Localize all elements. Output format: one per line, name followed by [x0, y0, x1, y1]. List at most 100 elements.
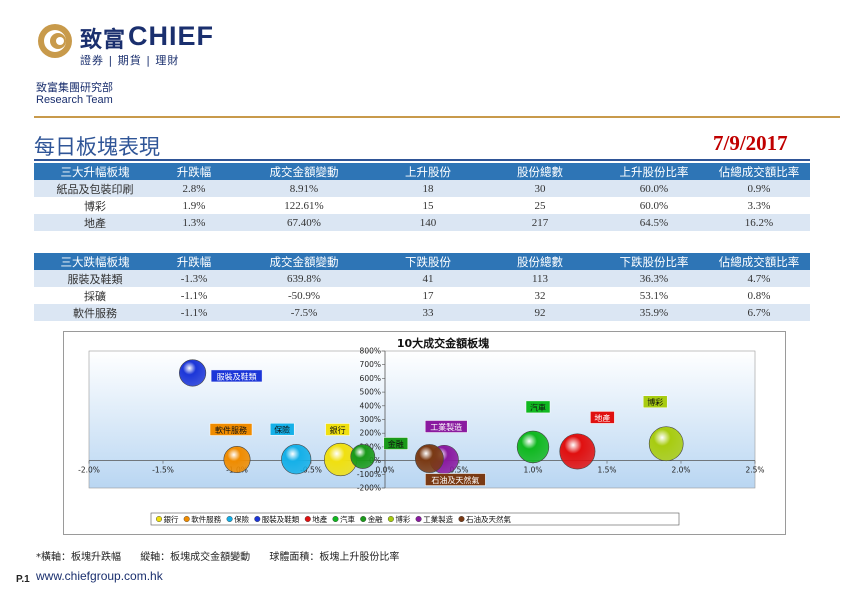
- falling-count-cell: 41: [376, 270, 480, 287]
- falling-count-cell: 33: [376, 304, 480, 321]
- y-tick-label: 200%: [360, 429, 381, 438]
- bubble-保險: [281, 444, 312, 475]
- turnover-change-cell: 67.40%: [232, 214, 376, 231]
- legend-marker: [304, 515, 311, 522]
- footnote-y-axis: 縱軸：板塊成交金額變動: [140, 552, 251, 563]
- data-label: 金融: [388, 439, 404, 449]
- turnover-share-cell: 0.9%: [708, 180, 810, 197]
- brand-name-en: CHIEF: [128, 21, 214, 51]
- data-label-box: [269, 422, 295, 436]
- header-cell: 下跌股份比率: [600, 253, 708, 270]
- brand-name-cn: 致富: [80, 28, 127, 53]
- falling-ratio-cell: 36.3%: [600, 270, 708, 287]
- data-label-box: [383, 437, 409, 450]
- legend-marker: [183, 515, 190, 522]
- data-label: 軟件服務: [215, 425, 247, 435]
- turnover-share-cell: 6.7%: [708, 304, 810, 321]
- department-en: Research Team: [36, 94, 113, 106]
- table-row: 軟件服務 -1.1% -7.5% 33 92 35.9% 6.7%: [34, 304, 810, 321]
- y-tick-label: 600%: [360, 374, 381, 383]
- data-label-box: [424, 420, 468, 433]
- header-cell: 升跌幅: [156, 163, 232, 180]
- y-tick-label: 400%: [360, 401, 381, 410]
- chart-title: 10大成交金額板塊: [397, 336, 489, 350]
- legend-marker: [458, 515, 465, 522]
- falling-ratio-cell: 35.9%: [600, 304, 708, 321]
- x-tick-label: 2.5%: [745, 466, 764, 475]
- data-label: 地產: [594, 413, 610, 423]
- header-cell: 上升股份: [376, 163, 480, 180]
- header-cell: 股份總數: [480, 253, 600, 270]
- data-label: 博彩: [647, 397, 663, 407]
- data-label: 銀行: [330, 425, 346, 435]
- data-label-box: [209, 423, 253, 436]
- x-tick-label: 1.5%: [597, 466, 616, 475]
- data-label: 石油及天然氣: [431, 475, 479, 485]
- turnover-share-cell: 3.3%: [708, 197, 810, 214]
- legend-label: 保險: [234, 514, 249, 524]
- rising-ratio-cell: 64.5%: [600, 214, 708, 231]
- change-cell: -1.1%: [156, 287, 232, 304]
- data-label: 保險: [274, 425, 290, 435]
- header-cell: 佔總成交額比率: [708, 253, 810, 270]
- legend-label: 石油及天然氣: [466, 514, 511, 524]
- total-count-cell: 32: [480, 287, 600, 304]
- y-tick-label: -100%: [357, 470, 381, 479]
- table-row: 紙品及包裝印刷 2.8% 8.91% 18 30 60.0% 0.9%: [34, 180, 810, 197]
- legend-marker: [360, 515, 367, 522]
- legend-label: 金融: [368, 514, 383, 524]
- data-label: 服裝及鞋類: [217, 371, 257, 381]
- change-cell: -1.1%: [156, 304, 232, 321]
- top-gainers-table: 三大升幅板塊 升跌幅 成交金額變動 上升股份 股份總數 上升股份比率 佔總成交額…: [34, 163, 810, 231]
- table-header-row: 三大跌幅板塊 升跌幅 成交金額變動 下跌股份 股份總數 下跌股份比率 佔總成交額…: [34, 253, 810, 270]
- data-label: 汽車: [530, 402, 546, 412]
- bubble-汽車: [516, 430, 550, 464]
- legend-label: 汽車: [340, 514, 355, 524]
- page-number: P.1: [16, 574, 30, 585]
- x-tick-label: 2.0%: [671, 466, 690, 475]
- sector-name: 服裝及鞋類: [34, 270, 156, 287]
- rising-ratio-cell: 60.0%: [600, 197, 708, 214]
- legend-marker: [415, 515, 422, 522]
- data-label-box: [425, 473, 486, 486]
- turnover-share-cell: 0.8%: [708, 287, 810, 304]
- header-cell: 三大升幅板塊: [34, 163, 156, 180]
- legend-marker: [332, 515, 339, 522]
- data-label-box: [590, 411, 615, 424]
- legend-marker: [226, 515, 233, 522]
- turnover-share-cell: 4.7%: [708, 270, 810, 287]
- sector-name: 博彩: [34, 197, 156, 214]
- y-tick-label: 300%: [360, 415, 381, 424]
- turnover-change-cell: 639.8%: [232, 270, 376, 287]
- header-cell: 佔總成交額比率: [708, 163, 810, 180]
- change-cell: 1.9%: [156, 197, 232, 214]
- legend-label: 服裝及鞋類: [262, 514, 300, 524]
- x-tick-label: -2.0%: [78, 466, 100, 475]
- legend-marker: [387, 515, 394, 522]
- title-divider: [34, 159, 810, 161]
- rising-count-cell: 140: [376, 214, 480, 231]
- website-link[interactable]: www.chiefgroup.com.hk: [36, 569, 163, 583]
- header-cell: 上升股份比率: [600, 163, 708, 180]
- page-title: 每日板塊表現: [34, 135, 160, 159]
- footnote-x-axis: *橫軸：板塊升跌幅: [36, 552, 121, 563]
- y-tick-label: 500%: [360, 388, 381, 397]
- x-tick-label: 0.0%: [375, 466, 394, 475]
- chart-legend: [150, 512, 680, 526]
- header-cell: 成交金額變動: [232, 163, 376, 180]
- rising-ratio-cell: 60.0%: [600, 180, 708, 197]
- data-label-box: [525, 400, 551, 414]
- legend-label: 銀行: [164, 514, 179, 524]
- sector-name: 軟件服務: [34, 304, 156, 321]
- total-count-cell: 30: [480, 180, 600, 197]
- header-cell: 股份總數: [480, 163, 600, 180]
- y-tick-label: 800%: [360, 347, 381, 356]
- bubble-服裝及鞋類: [179, 359, 207, 387]
- top-losers-table: 三大跌幅板塊 升跌幅 成交金額變動 下跌股份 股份總數 下跌股份比率 佔總成交額…: [34, 253, 810, 321]
- sector-name: 採礦: [34, 287, 156, 304]
- bubble-博彩: [648, 426, 684, 462]
- header-cell: 成交金額變動: [232, 253, 376, 270]
- data-label-box: [325, 423, 350, 436]
- x-tick-label: 0.5%: [449, 466, 468, 475]
- bubble-軟件服務: [223, 446, 251, 473]
